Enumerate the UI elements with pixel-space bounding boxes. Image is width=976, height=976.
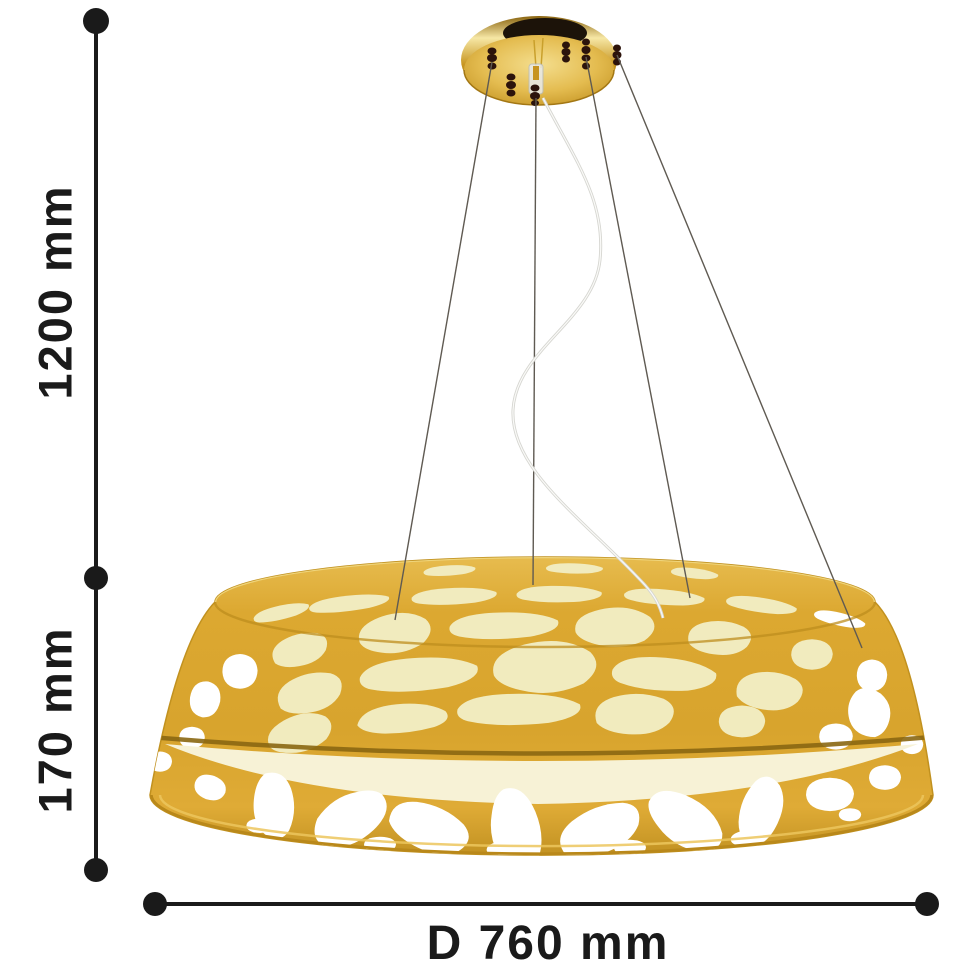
cable-grips bbox=[487, 38, 622, 106]
suspension-cable bbox=[585, 56, 691, 599]
horizontal-dimension-line bbox=[155, 902, 927, 906]
dimension-dot-left bbox=[143, 892, 167, 916]
shade-transition-shadow bbox=[150, 734, 933, 756]
cutout bbox=[838, 808, 862, 822]
cutout bbox=[150, 751, 172, 772]
shade-bottom-rim bbox=[150, 794, 933, 856]
vertical-dimension-line bbox=[94, 21, 98, 870]
cutout bbox=[718, 705, 766, 738]
cable-grip bbox=[487, 47, 497, 70]
inner-diffuser-dome bbox=[165, 744, 918, 804]
lamp-shade bbox=[149, 556, 934, 856]
cutout bbox=[806, 777, 854, 812]
cutout bbox=[856, 659, 888, 692]
cutout bbox=[869, 765, 901, 790]
shade-bottom-rim-highlight bbox=[158, 794, 925, 848]
cutout bbox=[791, 639, 833, 670]
power-cord-core bbox=[512, 97, 664, 619]
cable-grip bbox=[506, 73, 516, 97]
power-cord bbox=[511, 97, 665, 619]
suspension-cable bbox=[394, 61, 493, 621]
label-shade-height: 170 mm bbox=[28, 626, 82, 814]
suspension-cable bbox=[616, 54, 863, 649]
canopy-disc-edge bbox=[463, 69, 615, 106]
suspension-cable bbox=[532, 97, 537, 586]
label-diameter: D 760 mm bbox=[426, 917, 670, 970]
canopy-gold-wires bbox=[533, 37, 544, 69]
dimension-dot-top bbox=[83, 8, 109, 34]
shade-front-rim-line bbox=[213, 601, 877, 649]
dimension-dot-bottom bbox=[84, 858, 108, 882]
label-suspension-height: 1200 mm bbox=[28, 184, 82, 400]
dimension-dot-middle bbox=[84, 566, 108, 590]
cord-connector-pin bbox=[533, 66, 539, 80]
suspension-cables bbox=[394, 54, 863, 649]
ceiling-canopy bbox=[461, 16, 622, 106]
cable-grip bbox=[561, 41, 571, 63]
dimension-dot-right bbox=[915, 892, 939, 916]
cable-grip bbox=[530, 84, 540, 106]
cutout bbox=[222, 654, 258, 689]
